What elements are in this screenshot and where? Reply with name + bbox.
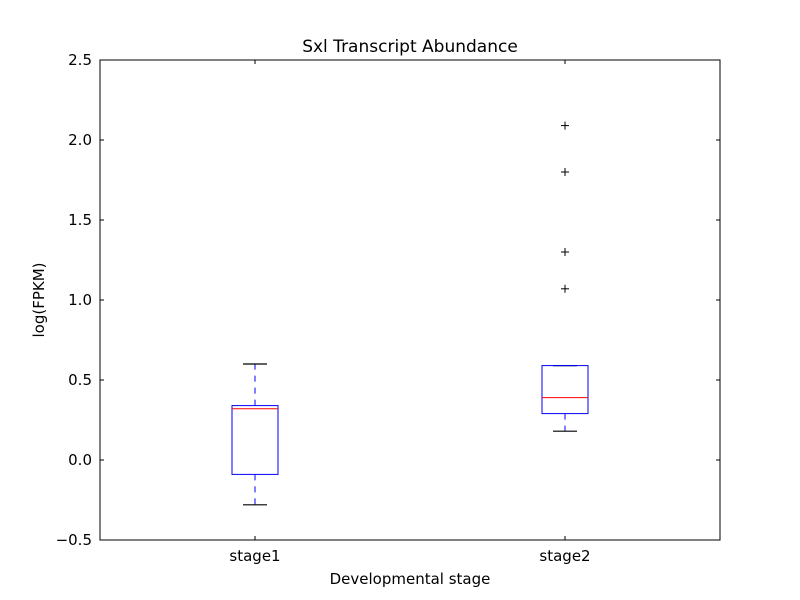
x-tick-label: stage2 xyxy=(539,547,590,565)
outlier-marker xyxy=(561,121,569,130)
y-tick-label: 0.0 xyxy=(68,451,92,469)
box-rect xyxy=(541,365,589,415)
box-rect xyxy=(231,405,279,475)
chart-title: Sxl Transcript Abundance xyxy=(302,37,518,57)
y-axis-label: log(FPKM) xyxy=(30,262,48,337)
box-group xyxy=(231,121,589,506)
y-tick-label: 0.5 xyxy=(68,371,92,389)
box-stage2 xyxy=(541,121,589,432)
tick-group: −0.5 0.0 0.5 1.0 1.5 2.0 2.5 stage1 stage2 xyxy=(56,51,720,565)
outlier-marker xyxy=(561,284,569,293)
plot-frame xyxy=(99,59,721,541)
y-tick-label: 1.0 xyxy=(68,291,92,309)
box-stage1 xyxy=(231,363,279,506)
outlier-marker xyxy=(561,248,569,256)
y-tick-label: 2.5 xyxy=(68,51,92,69)
x-axis-label: Developmental stage xyxy=(330,570,491,588)
y-tick-label: 2.0 xyxy=(68,131,92,149)
y-tick-label: 1.5 xyxy=(68,211,92,229)
x-tick-label: stage1 xyxy=(229,547,280,565)
y-tick-label: −0.5 xyxy=(56,531,92,549)
outlier-marker xyxy=(561,168,569,176)
